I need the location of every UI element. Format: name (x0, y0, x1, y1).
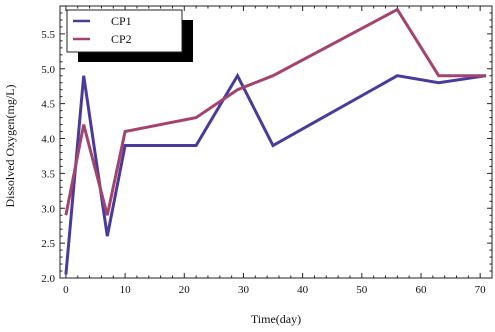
legend-label-cp2: CP2 (111, 32, 132, 46)
x-tick-label: 70 (475, 284, 487, 296)
legend-label-cp1: CP1 (111, 14, 132, 28)
x-tick-label: 20 (179, 284, 191, 296)
y-axis-title: Dissolved Oxygen(mg/L) (3, 85, 17, 208)
axis-ticks: 0 10 20 30 40 50 60 70 2.0 2.5 3.0 3.5 4.0 4.5 5.0 5.5 (41, 6, 492, 296)
x-tick-label: 60 (415, 284, 427, 296)
legend-box (66, 9, 183, 53)
legend: CP1 CP2 (66, 9, 193, 62)
x-tick-label: 50 (356, 284, 368, 296)
y-tick-label: 4.5 (41, 99, 55, 111)
y-tick-label: 2.0 (41, 273, 55, 285)
x-tick-label: 40 (297, 284, 309, 296)
plot-frame (59, 5, 493, 279)
x-axis-title: Time(day) (251, 312, 301, 326)
y-tick-label: 4.0 (41, 134, 55, 146)
y-tick-label: 5.5 (41, 29, 55, 41)
series-line-cp1 (64, 72, 487, 275)
x-tick-label: 0 (63, 284, 69, 296)
x-tick-label: 30 (238, 284, 250, 296)
y-tick-label: 5.0 (41, 64, 55, 76)
x-tick-label: 10 (120, 284, 132, 296)
y-tick-label: 2.5 (41, 238, 55, 250)
series-line-cp2 (64, 7, 487, 216)
y-tick-label: 3.0 (41, 203, 55, 215)
y-tick-label: 3.5 (41, 168, 55, 180)
series-lines (64, 7, 487, 275)
